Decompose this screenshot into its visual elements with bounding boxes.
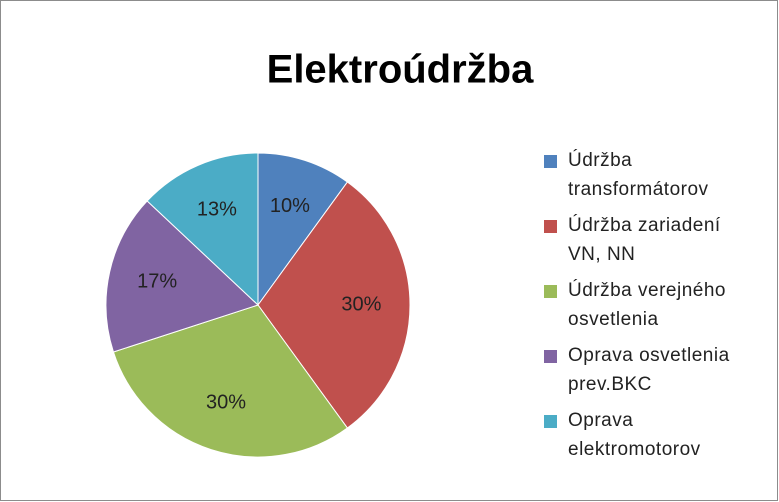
legend-label: Oprava elektromotorov bbox=[568, 410, 701, 460]
legend-swatch bbox=[544, 220, 557, 233]
legend-entry: Oprava elektromotorov bbox=[544, 406, 744, 464]
pie-slice bbox=[112, 304, 349, 458]
legend-entry: Oprava osvetlenia prev.BKC bbox=[544, 341, 744, 399]
legend-entry: Údržba transformátorov bbox=[544, 146, 744, 204]
pie-slice bbox=[257, 152, 349, 307]
pie-slice bbox=[146, 152, 259, 307]
legend-label: Údržba zariadení VN, NN bbox=[568, 215, 721, 265]
data-label: 30% bbox=[206, 392, 246, 414]
legend-label: Oprava osvetlenia prev.BKC bbox=[568, 345, 730, 395]
legend-swatch bbox=[544, 155, 557, 168]
chart-title: Elektroúdržba bbox=[267, 48, 534, 92]
pie-slice bbox=[105, 200, 259, 353]
legend-label: Údržba verejného osvetlenia bbox=[568, 280, 726, 330]
data-label: 13% bbox=[197, 198, 237, 220]
data-label: 30% bbox=[341, 293, 381, 315]
data-label: 10% bbox=[270, 195, 310, 217]
legend-entry: Údržba verejného osvetlenia bbox=[544, 276, 744, 334]
legend-swatch bbox=[544, 415, 557, 428]
legend-swatch bbox=[544, 285, 557, 298]
pie-slice bbox=[257, 181, 411, 429]
legend-label: Údržba transformátorov bbox=[568, 150, 709, 200]
legend: Údržba transformátorov Údržba zariadení V… bbox=[544, 146, 744, 471]
legend-entry: Údržba zariadení VN, NN bbox=[544, 211, 744, 269]
legend-swatch bbox=[544, 350, 557, 363]
data-label: 17% bbox=[137, 271, 177, 293]
